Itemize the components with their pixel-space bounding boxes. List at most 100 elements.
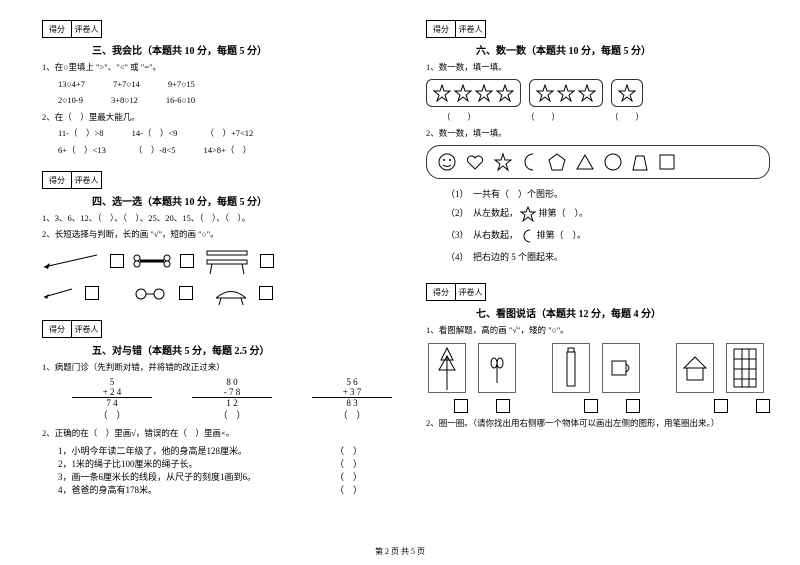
section-5-title: 五、对与错（本题共 5 分，每题 2.5 分） xyxy=(92,342,392,357)
checkbox xyxy=(584,399,598,413)
s5-q2a-row: 1，小明今年读二年级了，他的身高是128厘米。 （ ） xyxy=(58,444,392,457)
s7-q1: 1、看图解题，高的画 "√"，矮的 "○"。 xyxy=(426,324,770,338)
s4-images-row2 xyxy=(42,280,392,306)
s3-q1r1b: 7+7○14 xyxy=(113,78,140,92)
circle-icon xyxy=(603,152,623,172)
s5-q2d: 4，爸爸的身高有178米。 xyxy=(58,483,157,496)
s3-q1r1c: 9+7○15 xyxy=(168,78,195,92)
s4-q2: 2、长短选择与判断，长的画 "√"，短的画 "○"。 xyxy=(42,228,392,242)
paren: （ ） xyxy=(335,470,362,483)
score-box-3: 得分 评卷人 xyxy=(42,20,392,38)
score-cell-left: 得分 xyxy=(426,283,456,301)
s5-q2c: 3，画一条6厘米长的线段，从尺子的刻度1画到6。 xyxy=(58,470,256,483)
s3-q2-row1: 11-（ ）>8 14-（ ）<9 （ ）+7<12 xyxy=(58,127,392,141)
section-4-title: 四、选一选（本题共 10 分，每题 5 分） xyxy=(92,193,392,208)
paren: （ ） xyxy=(335,483,362,496)
building-icon xyxy=(726,343,764,393)
short-pencil-icon xyxy=(42,285,77,301)
score-cell-right: 评卷人 xyxy=(456,20,486,38)
math-3p: （ ） xyxy=(312,408,392,421)
checkbox xyxy=(110,254,124,268)
star-icon xyxy=(557,84,575,102)
star-icon xyxy=(520,206,536,222)
s3-q2r2b: （ ）-8<5 xyxy=(134,144,176,158)
s3-q1-row2: 2○10-9 3+8○12 16-6○10 xyxy=(58,94,392,108)
star-icon xyxy=(454,84,472,102)
s7-q2: 2、圈一圈。（请你找出用右侧哪一个物体可以画出左侧的图形，用笔圈出来。） xyxy=(426,417,770,431)
checkbox xyxy=(260,254,274,268)
s5-q2d-row: 4，爸爸的身高有178米。 （ ） xyxy=(58,483,392,496)
s3-q1-row1: 13○4+7 7+7○14 9+7○15 xyxy=(58,78,392,92)
math-3b: + 3 7 xyxy=(312,387,392,398)
checkbox xyxy=(85,286,99,300)
checkbox xyxy=(259,286,273,300)
star-icon xyxy=(493,152,513,172)
pencil-icon xyxy=(42,251,102,271)
heart-icon xyxy=(465,152,485,172)
star-icon xyxy=(433,84,451,102)
star-icon xyxy=(536,84,554,102)
math-problems: 5 + 2 4 7 4 （ ） 8 0 - 7 8 1 2 （ ） 5 6 + … xyxy=(72,377,392,421)
s7-checkboxes xyxy=(454,399,770,413)
score-cell-left: 得分 xyxy=(42,320,72,338)
triangle-icon xyxy=(575,152,595,172)
glasses-icon xyxy=(131,286,171,300)
house-icon xyxy=(676,343,714,393)
star-box-1 xyxy=(426,79,521,107)
star-icon xyxy=(578,84,596,102)
left-column: 得分 评卷人 三、我会比（本题共 10 分，每题 5 分） 1、在○里填上 ">… xyxy=(30,20,404,496)
math-3a: 5 6 xyxy=(312,377,392,387)
shapes-box xyxy=(426,145,770,179)
section-6-title: 六、数一数（本题共 10 分，每题 5 分） xyxy=(476,42,770,57)
smiley-icon xyxy=(437,152,457,172)
paren: （ ） xyxy=(335,457,362,470)
page-footer: 第 2 页 共 5 页 xyxy=(0,546,800,557)
s3-q1r2c: 16-6○10 xyxy=(166,94,195,108)
moon-icon xyxy=(520,228,534,244)
s6-sq4: （4） 把右边的 5 个圈起来。 xyxy=(446,250,770,263)
s3-q1r2b: 3+8○12 xyxy=(111,94,138,108)
score-cell-left: 得分 xyxy=(42,20,72,38)
checkbox xyxy=(496,399,510,413)
s6-sq3: （3） 从右数起， 排第（ ）。 xyxy=(446,228,770,244)
star-icon xyxy=(496,84,514,102)
s3-q2r1b: 14-（ ）<9 xyxy=(132,127,178,141)
s6-q2: 2、数一数，填一填。 xyxy=(426,127,770,141)
score-box-4: 得分 评卷人 xyxy=(42,171,392,189)
score-box-5: 得分 评卷人 xyxy=(42,320,392,338)
bench-short-icon xyxy=(211,280,251,306)
s5-q2c-row: 3，画一条6厘米长的线段，从尺子的刻度1画到6。 （ ） xyxy=(58,470,392,483)
section-7-title: 七、看图说话（本题共 12 分，每题 4 分） xyxy=(476,305,770,320)
math-2c: 1 2 xyxy=(192,398,272,408)
star-boxes xyxy=(426,79,770,107)
math-2: 8 0 - 7 8 1 2 （ ） xyxy=(192,377,272,421)
s3-q1r1a: 13○4+7 xyxy=(58,78,85,92)
s3-q1: 1、在○里填上 ">"、"<" 或 "="。 xyxy=(42,61,392,75)
s5-q2b-row: 2，1米的绳子比100厘米的绳子长。（ ） xyxy=(58,457,392,470)
score-cell-left: 得分 xyxy=(426,20,456,38)
s5-q2a: 1，小明今年读二年级了，他的身高是128厘米。 xyxy=(58,444,247,457)
s3-q2r1a: 11-（ ）>8 xyxy=(58,127,104,141)
s5-q2: 2、正确的在（ ）里画√，错误的在（ ）里画×。 xyxy=(42,427,392,441)
s3-q2r2a: 6+（ ）<13 xyxy=(58,144,106,158)
square-icon xyxy=(657,152,677,172)
paren: （ ） xyxy=(335,444,362,457)
plant-short-icon xyxy=(478,343,516,393)
right-column: 得分 评卷人 六、数一数（本题共 10 分，每题 5 分） 1、数一数，填一填。… xyxy=(414,20,782,496)
s3-q1r2a: 2○10-9 xyxy=(58,94,83,108)
s3-q2: 2、在（ ）里最大能几。 xyxy=(42,111,392,125)
s6-sq2: （2） 从左数起， 排第（ ）。 xyxy=(446,206,770,222)
s6-q1: 1、数一数，填一填。 xyxy=(426,61,770,75)
checkbox xyxy=(756,399,770,413)
bone-icon xyxy=(132,253,172,269)
trapezoid-icon xyxy=(631,152,649,172)
star-icon xyxy=(618,84,636,102)
s3-q2r2c: 14>8+（ ） xyxy=(203,144,251,158)
score-cell-right: 评卷人 xyxy=(72,320,102,338)
math-2a: 8 0 xyxy=(192,377,272,387)
tree-tall-icon xyxy=(428,343,466,393)
checkbox xyxy=(626,399,640,413)
s3-q2-row2: 6+（ ）<13 （ ）-8<5 14>8+（ ） xyxy=(58,144,392,158)
math-2p: （ ） xyxy=(192,408,272,421)
checkbox xyxy=(179,286,193,300)
